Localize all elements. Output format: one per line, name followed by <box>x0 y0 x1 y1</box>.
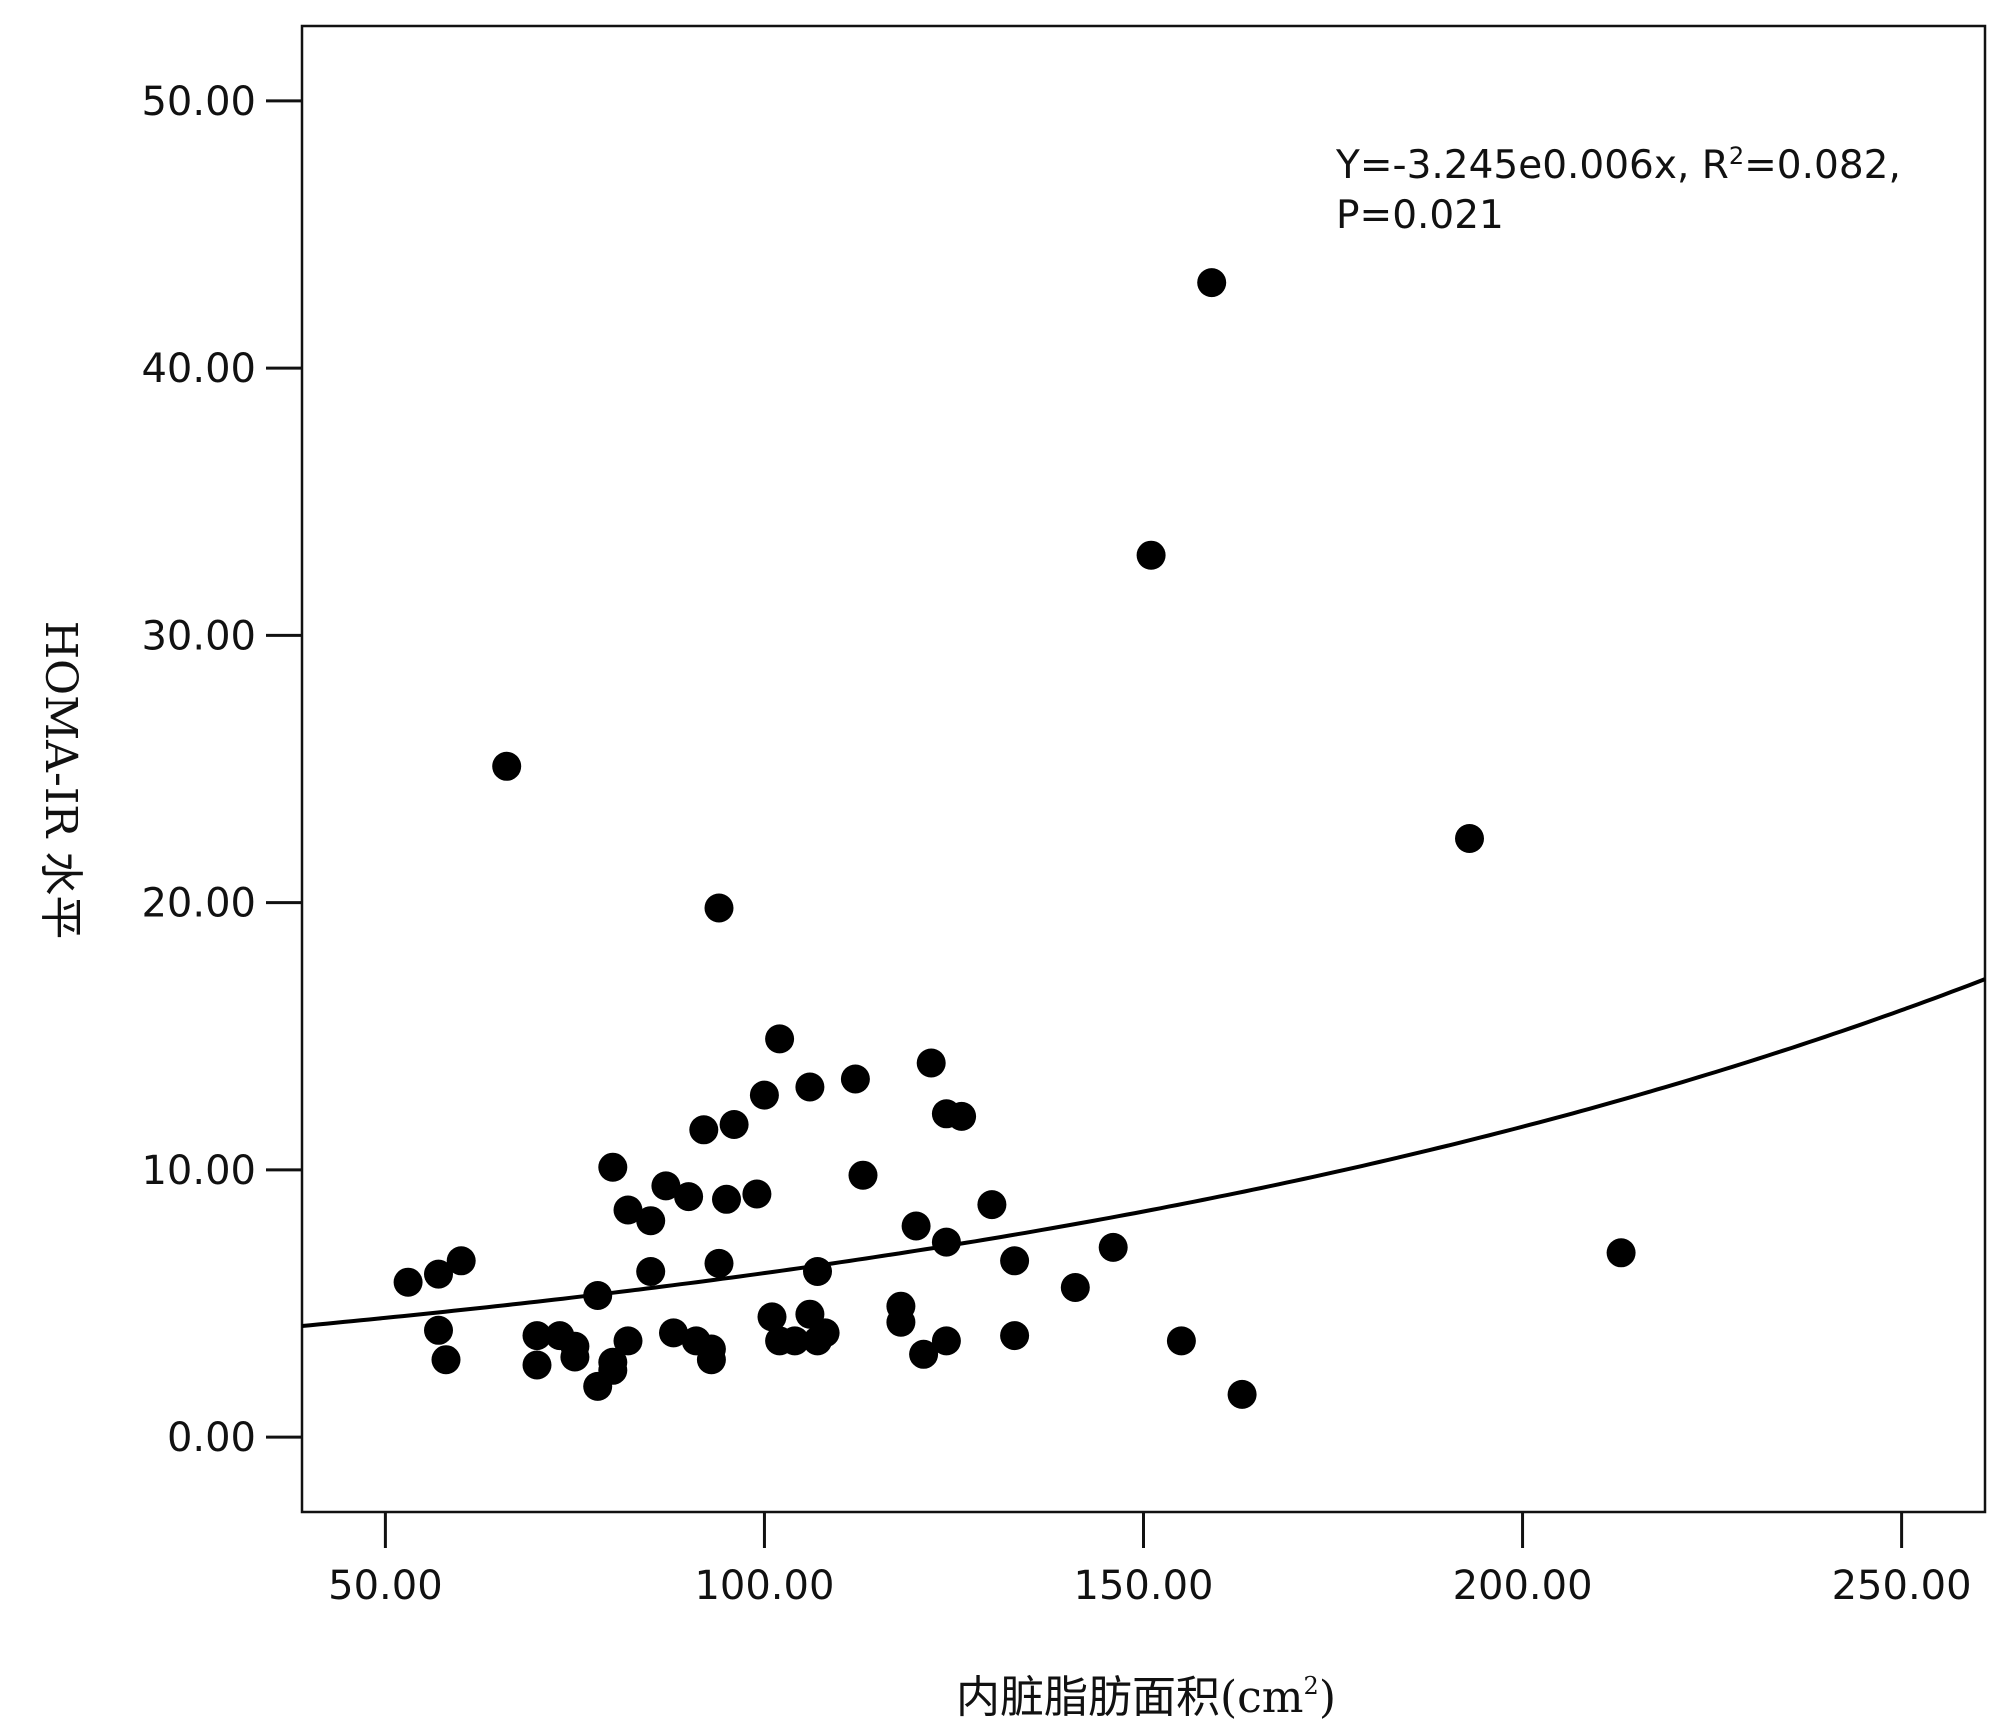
data-point <box>909 1339 939 1369</box>
y-tick-label: 0.00 <box>167 1415 256 1461</box>
data-point <box>613 1326 643 1356</box>
data-point <box>931 1227 961 1257</box>
data-point <box>901 1211 931 1241</box>
x-tick-label: 250.00 <box>1832 1563 1972 1609</box>
data-point <box>1227 1379 1257 1409</box>
data-point <box>757 1302 787 1332</box>
y-tick-label: 50.00 <box>141 79 256 125</box>
data-point <box>598 1152 628 1182</box>
data-point <box>947 1101 977 1131</box>
y-tick-label: 20.00 <box>141 881 256 927</box>
data-point <box>1136 540 1166 570</box>
data-point <box>1197 268 1227 298</box>
data-point <box>583 1281 613 1310</box>
x-tick-label: 200.00 <box>1453 1563 1593 1609</box>
y-axis-title: HOMA-IR 水平 <box>35 621 86 940</box>
data-point <box>765 1024 795 1054</box>
data-point <box>674 1182 704 1212</box>
data-point <box>636 1206 666 1236</box>
data-point <box>704 1248 734 1278</box>
data-point <box>696 1345 726 1375</box>
data-point <box>560 1331 590 1361</box>
data-point <box>1606 1238 1636 1268</box>
x-axis: 50.00 100.00 150.00 200.00 250.00 <box>328 1512 1972 1609</box>
data-point <box>522 1350 552 1380</box>
data-point <box>840 1064 870 1094</box>
data-point <box>1455 824 1484 853</box>
data-point <box>719 1110 749 1139</box>
data-point <box>651 1171 681 1201</box>
y-tick-label: 40.00 <box>141 346 256 392</box>
data-point <box>636 1257 666 1286</box>
y-axis: 0.00 10.00 20.00 30.00 40.00 50.00 <box>141 79 302 1461</box>
data-point <box>795 1072 825 1102</box>
data-point <box>977 1190 1007 1220</box>
data-point <box>886 1307 916 1337</box>
scatter-points <box>393 268 1636 1409</box>
data-point <box>803 1257 832 1286</box>
data-point <box>393 1267 423 1297</box>
data-point <box>916 1048 946 1078</box>
x-tick-label: 150.00 <box>1074 1563 1214 1609</box>
data-point <box>424 1259 453 1289</box>
y-tick-label: 30.00 <box>141 613 256 659</box>
data-point <box>742 1179 772 1209</box>
data-point <box>492 751 522 781</box>
data-point <box>1000 1321 1030 1351</box>
plot-frame <box>300 24 1987 1514</box>
data-point <box>1000 1246 1030 1276</box>
data-point <box>749 1080 779 1110</box>
data-point <box>712 1184 741 1214</box>
fit-equation-line1: Y=-3.245e0.006x, R2=0.082, <box>1335 142 1901 188</box>
data-point <box>1060 1273 1090 1302</box>
data-point <box>424 1315 453 1345</box>
data-point <box>689 1115 719 1145</box>
x-tick-label: 100.00 <box>694 1563 834 1609</box>
data-point <box>1098 1232 1128 1262</box>
data-point <box>780 1326 810 1356</box>
data-point <box>810 1318 840 1348</box>
data-point <box>431 1345 461 1375</box>
data-point <box>522 1321 552 1351</box>
data-point <box>848 1160 878 1190</box>
data-point <box>613 1195 643 1225</box>
x-axis-title: 内脏脂肪面积(cm2) <box>956 1672 1336 1722</box>
data-point <box>931 1326 961 1356</box>
data-point <box>704 893 734 923</box>
y-tick-label: 10.00 <box>141 1148 256 1194</box>
fit-pvalue: P=0.021 <box>1336 193 1504 238</box>
fit-curve <box>301 977 1986 1328</box>
data-point <box>659 1318 688 1348</box>
data-point <box>1166 1326 1196 1356</box>
data-point <box>598 1347 628 1377</box>
x-tick-label: 50.00 <box>328 1563 443 1609</box>
data-point <box>446 1246 476 1276</box>
